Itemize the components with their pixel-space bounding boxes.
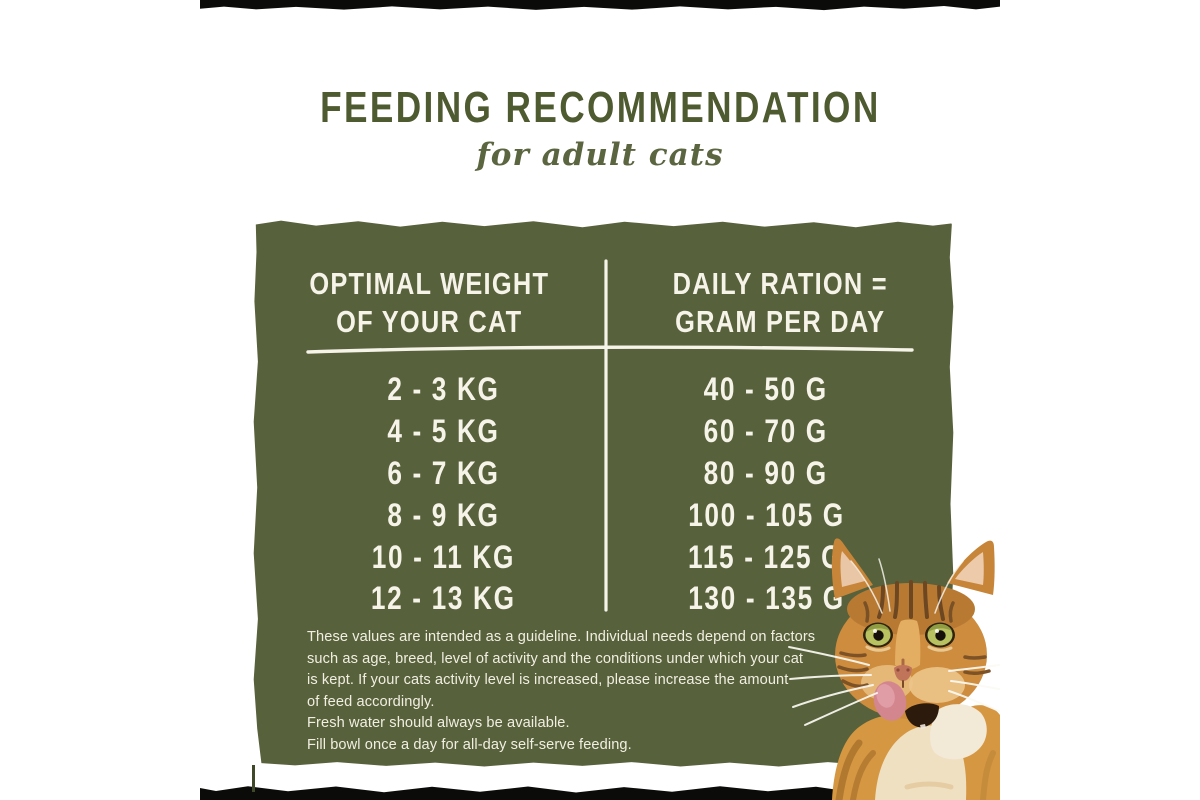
table-row: 12 - 13 KG 130 - 135 G [254, 578, 954, 620]
weight-cell: 4 - 5 KG [387, 413, 500, 450]
column-header-ration: DAILY RATION = GRAM PER DAY [606, 265, 953, 341]
note-line: such as age, breed, level of activity an… [307, 650, 804, 667]
note-line: Fresh water should always be available. [307, 715, 570, 732]
weight-cell: 6 - 7 KG [387, 454, 500, 491]
weight-cell: 10 - 11 KG [371, 538, 516, 575]
ration-cell: 60 - 70 G [703, 413, 829, 450]
cat-illustration [788, 538, 1000, 800]
vertical-divider-line [604, 259, 608, 612]
note-line: of feed accordingly. [307, 693, 435, 710]
note-line: Fill bowl once a day for all-day self-se… [307, 736, 632, 753]
table-row: 2 - 3 KG 40 - 50 G [254, 369, 954, 411]
weight-header-line1: OPTIMAL WEIGHT [309, 266, 550, 301]
ration-cell: 115 - 125 G [688, 538, 844, 575]
top-edge-bar [200, 0, 1000, 11]
page-subtitle: for adult cats [0, 137, 1200, 173]
note-line: These values are intended as a guideline… [307, 629, 816, 645]
page-title-text: FEEDING RECOMMENDATION [319, 83, 881, 132]
ration-cell: 80 - 90 G [703, 454, 829, 491]
horizontal-divider-line [306, 345, 914, 354]
ration-cell: 40 - 50 G [703, 371, 829, 408]
page-title: FEEDING RECOMMENDATION [0, 86, 1200, 130]
cat-photo [787, 525, 1000, 800]
weight-header-line2: OF YOUR CAT [336, 304, 523, 339]
guideline-notes: These values are intended as a guideline… [307, 627, 815, 757]
table-row: 10 - 11 KG 115 - 125 G [254, 536, 954, 578]
table-divider-lines [306, 259, 914, 612]
column-header-weight: OPTIMAL WEIGHT OF YOUR CAT [254, 265, 606, 341]
ration-header-line1: DAILY RATION = [672, 266, 888, 301]
column-header-ration-text: DAILY RATION = GRAM PER DAY [672, 265, 887, 341]
feeding-table-rows: 2 - 3 KG 40 - 50 G 4 - 5 KG 60 - 70 G 6 … [254, 369, 954, 620]
ration-header-line2: GRAM PER DAY [674, 304, 886, 339]
table-row: 8 - 9 KG 100 - 105 G [254, 494, 954, 536]
weight-cell: 8 - 9 KG [387, 496, 500, 533]
column-header-weight-text: OPTIMAL WEIGHT OF YOUR CAT [310, 265, 550, 341]
note-line: is kept. If your cats activity level is … [307, 672, 789, 689]
page-subtitle-text: for adult cats [476, 137, 724, 173]
ration-cell: 130 - 135 G [687, 580, 845, 617]
table-row: 6 - 7 KG 80 - 90 G [254, 453, 954, 495]
weight-cell: 2 - 3 KG [387, 371, 500, 408]
weight-cell: 12 - 13 KG [371, 580, 516, 617]
panel-edge-drip [252, 765, 255, 792]
table-row: 4 - 5 KG 60 - 70 G [254, 411, 954, 453]
ration-cell: 100 - 105 G [687, 496, 845, 533]
